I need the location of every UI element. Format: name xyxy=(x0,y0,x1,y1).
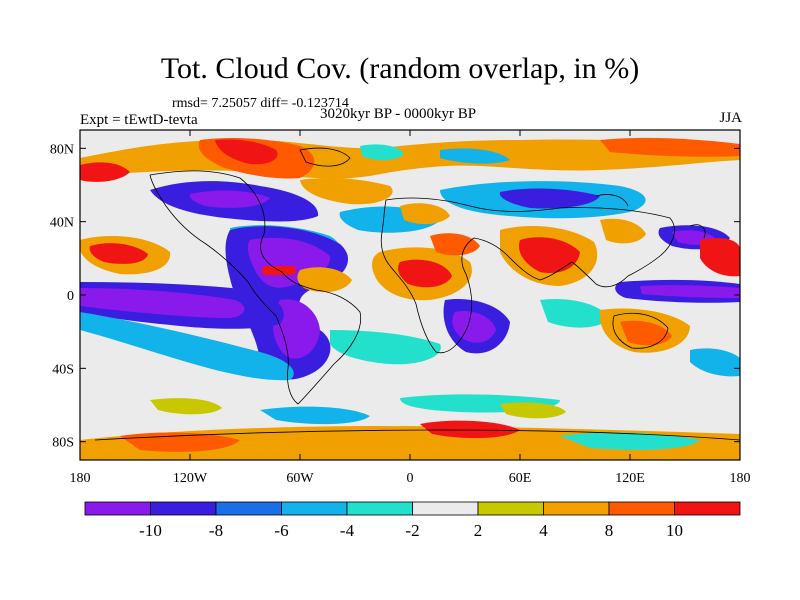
colorbar-swatch xyxy=(412,501,479,516)
longitude-axis: 180 120W 60W 0 60E 120E 180 xyxy=(70,130,751,486)
colorbar-swatch xyxy=(150,501,217,516)
lat-tick-label: 40S xyxy=(52,362,74,377)
colorbar-swatch xyxy=(346,501,413,516)
arctic-anomalies xyxy=(80,137,740,182)
colorbar-swatch xyxy=(543,501,610,516)
colorbar-label: -6 xyxy=(274,521,288,540)
lat-tick-label: 80S xyxy=(52,436,74,451)
colorbar-label: 10 xyxy=(666,521,683,540)
coastlines xyxy=(94,147,740,441)
lon-tick-label: 120E xyxy=(615,471,645,486)
lon-tick-label: 60E xyxy=(509,471,532,486)
southern-ocean-anomalies xyxy=(80,398,740,460)
colorbar-swatch xyxy=(477,501,544,516)
lon-tick-label: 180 xyxy=(730,471,751,486)
anomaly-field xyxy=(80,130,740,460)
colorbar-swatch xyxy=(281,501,348,516)
eurasia-indian-ocean-anomalies xyxy=(400,181,646,413)
map-title: Tot. Cloud Cov. (random overlap, in %) xyxy=(160,52,640,85)
period-label: 3020kyr BP - 0000kyr BP xyxy=(320,106,477,122)
lon-tick-label: 60W xyxy=(286,471,314,486)
colorbar-swatch xyxy=(608,501,675,516)
lat-tick-label: 0 xyxy=(67,289,74,304)
colorbar-label: 4 xyxy=(539,521,548,540)
lat-tick-label: 80N xyxy=(50,142,74,157)
experiment-label: Expt = tEwtD-tevta xyxy=(80,112,198,128)
atlantic-africa-anomalies xyxy=(297,206,510,365)
colorbar-label: -10 xyxy=(139,521,162,540)
colorbar-swatch xyxy=(215,501,282,516)
colorbar-swatch xyxy=(84,501,151,516)
lon-tick-label: 120W xyxy=(173,471,208,486)
lat-tick-label: 40N xyxy=(50,216,74,231)
latitude-axis: 80N 40N 0 40S 80S xyxy=(50,142,740,451)
colorbar-label: 8 xyxy=(605,521,614,540)
colorbar: -10 -8 -6 -4 -2 2 4 8 10 xyxy=(84,501,741,540)
rmsd-diff-stats: rmsd= 7.25057 diff= -0.123714 xyxy=(172,96,349,111)
colorbar-swatch xyxy=(674,501,741,516)
colorbar-label: 2 xyxy=(474,521,483,540)
colorbar-label: -4 xyxy=(340,521,355,540)
colorbar-label: -8 xyxy=(209,521,223,540)
pacific-itcz-anomalies xyxy=(80,236,294,381)
colorbar-label: -2 xyxy=(405,521,419,540)
lon-tick-label: 180 xyxy=(70,471,91,486)
season-label: JJA xyxy=(719,110,742,126)
lon-tick-label: 0 xyxy=(407,471,414,486)
